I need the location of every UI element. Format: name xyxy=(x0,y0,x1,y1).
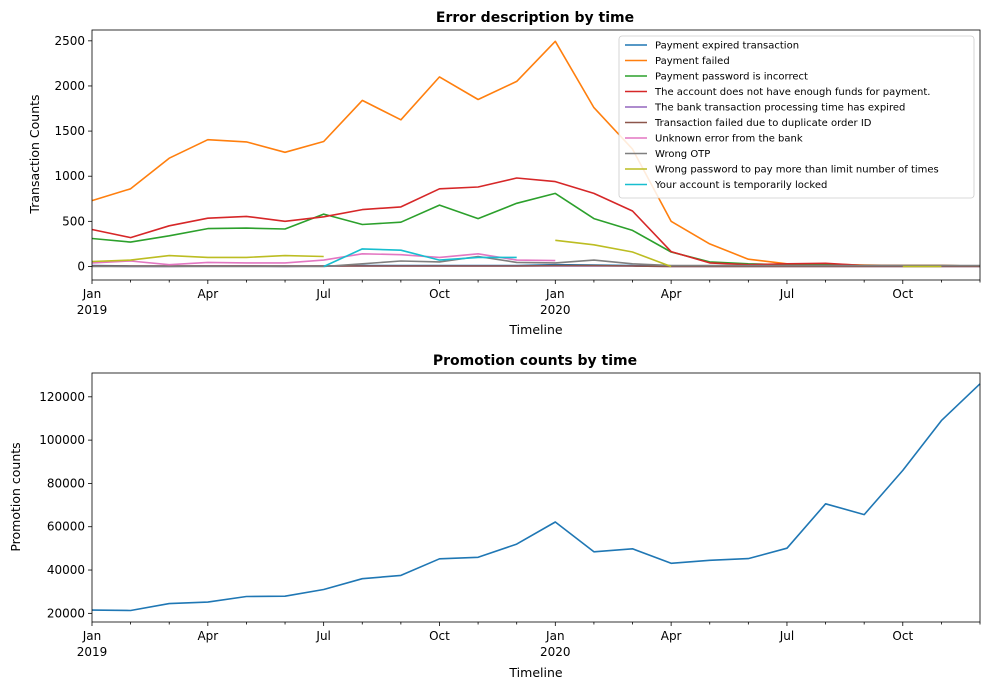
y-tick-label: 2000 xyxy=(54,79,85,93)
y-tick-label: 1000 xyxy=(54,169,85,183)
x-tick-label: Jul xyxy=(779,629,794,643)
x-tick-label: Oct xyxy=(429,287,450,301)
legend-label: Payment password is incorrect xyxy=(655,72,808,83)
legend-label: The bank transaction processing time has… xyxy=(654,103,905,114)
y-tick-label: 80000 xyxy=(47,476,85,490)
y-axis-label: Transaction Counts xyxy=(27,94,42,214)
x-tick-label: Jul xyxy=(315,287,330,301)
axis-ticks: Jan 2019 Apr Jul Oct Jan 2020 Apr Jul Oct 0 500 1000… xyxy=(54,34,981,317)
legend-label: Transaction failed due to duplicate orde… xyxy=(654,118,872,129)
chart-title: Error description by time xyxy=(436,10,634,26)
x-tick-label: Jan xyxy=(545,629,565,643)
x-tick-label: Jan xyxy=(82,629,102,643)
x-tick-label: Apr xyxy=(197,629,218,643)
series-line-promotion-counts xyxy=(91,383,981,612)
x-axis-label: Timeline xyxy=(508,665,562,680)
y-tick-label: 20000 xyxy=(47,606,85,620)
x-tick-label: Jul xyxy=(779,287,794,301)
legend-label: Your account is temporarily locked xyxy=(654,180,827,191)
plot-frame xyxy=(91,372,981,623)
x-tick-label: Jan xyxy=(82,287,102,301)
y-tick-label: 2500 xyxy=(54,34,85,48)
y-tick-label: 60000 xyxy=(47,520,85,534)
legend-box xyxy=(618,35,975,199)
x-tick-label: Apr xyxy=(197,287,218,301)
x-tick-label: Apr xyxy=(661,287,682,301)
plot-frame xyxy=(91,29,981,281)
series-line-the-account-does-not-have-enough-funds-for-payment xyxy=(91,177,981,267)
x-tick-label: Jul xyxy=(315,629,330,643)
series-line-payment-password-is-incorrect xyxy=(91,192,981,267)
series-line-wrong-password-to-pay-more-than-limit-number-of-times xyxy=(91,254,324,263)
x-tick-year-label: 2019 xyxy=(77,645,108,659)
y-tick-label: 120000 xyxy=(39,390,85,404)
y-tick-label: 100000 xyxy=(39,433,85,447)
legend-label: Unknown error from the bank xyxy=(655,134,803,145)
legend-label: Wrong OTP xyxy=(655,149,710,160)
series-line-wrong-password-to-pay-more-than-limit-number-of-times xyxy=(555,239,672,268)
x-tick-year-label: 2019 xyxy=(77,303,108,317)
series-lines xyxy=(91,383,981,612)
legend-label: Payment failed xyxy=(655,56,730,67)
error-description-chart: Error description by time Timeline Trans… xyxy=(27,10,981,337)
series-line-wrong-otp xyxy=(92,255,980,268)
axis-ticks: Jan 2019 Apr Jul Oct Jan 2020 Apr Jul Oct 20000 400… xyxy=(39,390,981,659)
y-tick-label: 1500 xyxy=(54,124,85,138)
y-tick-label: 500 xyxy=(62,214,85,228)
series-line-unknown-error-from-the-bank xyxy=(91,253,556,266)
chart-title: Promotion counts by time xyxy=(433,353,637,369)
x-tick-label: Oct xyxy=(892,287,913,301)
x-axis-label: Timeline xyxy=(508,322,562,337)
y-tick-label: 0 xyxy=(77,259,85,273)
promotion-counts-chart: Promotion counts by time Timeline Promot… xyxy=(8,353,981,680)
y-axis-label: Promotion counts xyxy=(8,442,23,551)
legend: Payment expired transaction Payment faile… xyxy=(618,35,975,199)
x-tick-year-label: 2020 xyxy=(540,303,571,317)
series-line-your-account-is-temporarily-locked xyxy=(323,248,517,268)
legend-label: The account does not have enough funds f… xyxy=(654,87,930,98)
y-tick-label: 40000 xyxy=(47,563,85,577)
x-tick-label: Oct xyxy=(892,629,913,643)
x-tick-label: Jan xyxy=(545,287,565,301)
legend-label: Wrong password to pay more than limit nu… xyxy=(655,165,939,176)
x-tick-label: Oct xyxy=(429,629,450,643)
series-lines xyxy=(91,40,981,268)
x-tick-year-label: 2020 xyxy=(540,645,571,659)
x-tick-label: Apr xyxy=(661,629,682,643)
legend-label: Payment expired transaction xyxy=(655,41,799,52)
